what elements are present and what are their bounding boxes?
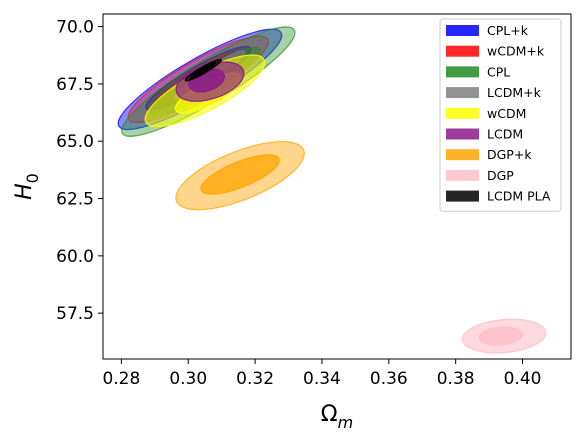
x-tick-label: 0.36 bbox=[370, 369, 408, 389]
legend-label: LCDM+k bbox=[487, 85, 542, 100]
y-tick-label: 62.5 bbox=[56, 190, 94, 210]
y-tick-label: 67.5 bbox=[56, 75, 94, 95]
contour-inner-7 bbox=[478, 326, 524, 346]
legend-label: wCDM+k bbox=[487, 44, 545, 59]
x-tick-label: 0.40 bbox=[504, 369, 542, 389]
contour-inner-6 bbox=[200, 154, 280, 195]
legend-label: DGP+k bbox=[487, 147, 532, 162]
plot-frame bbox=[102, 13, 572, 360]
contour-layer bbox=[117, 26, 547, 354]
y-tick-label: 60.0 bbox=[56, 247, 94, 267]
contour-lcdm-pla bbox=[184, 58, 222, 82]
legend-swatch bbox=[446, 25, 479, 36]
x-tick-label: 0.32 bbox=[236, 369, 274, 389]
contour-dgp bbox=[461, 318, 547, 354]
legend-swatch bbox=[446, 87, 479, 99]
y-tick-label: 57.5 bbox=[56, 304, 94, 324]
legend-label: LCDM bbox=[487, 127, 523, 142]
legend-swatch bbox=[446, 66, 479, 78]
x-tick-label: 0.30 bbox=[169, 369, 207, 389]
legend-swatch bbox=[446, 149, 479, 161]
x-tick-label: 0.28 bbox=[102, 369, 140, 389]
contour-dgp-k bbox=[175, 140, 305, 211]
legend-label: LCDM PLA bbox=[487, 189, 551, 204]
legend: CPL+k wCDM+k CPL LCDM+k wCDM LCDM DGP+k DGP LCDM… bbox=[439, 18, 562, 212]
legend-swatch bbox=[446, 128, 479, 140]
contour-inner-8 bbox=[190, 62, 217, 78]
x-axis-ticks: 0.28 0.30 0.32 0.34 0.36 0.38 0.40 bbox=[102, 359, 541, 389]
legend-label: DGP bbox=[487, 168, 514, 183]
x-tick-label: 0.34 bbox=[303, 369, 341, 389]
legend-label: wCDM bbox=[487, 106, 526, 121]
legend-label: CPL+k bbox=[487, 23, 529, 38]
legend-swatch bbox=[446, 169, 479, 181]
x-axis-label: Ωm bbox=[321, 402, 353, 432]
x-tick-label: 0.38 bbox=[437, 369, 475, 389]
y-axis-label: H0 bbox=[12, 173, 42, 200]
y-tick-label: 70.0 bbox=[56, 18, 94, 38]
y-axis-ticks: 57.5 60.0 62.5 65.0 67.5 70.0 bbox=[56, 18, 103, 324]
legend-swatch bbox=[446, 107, 479, 119]
y-tick-label: 65.0 bbox=[56, 132, 94, 152]
legend-swatch bbox=[446, 45, 479, 57]
legend-label: CPL bbox=[487, 64, 510, 79]
legend-swatch bbox=[446, 190, 479, 202]
